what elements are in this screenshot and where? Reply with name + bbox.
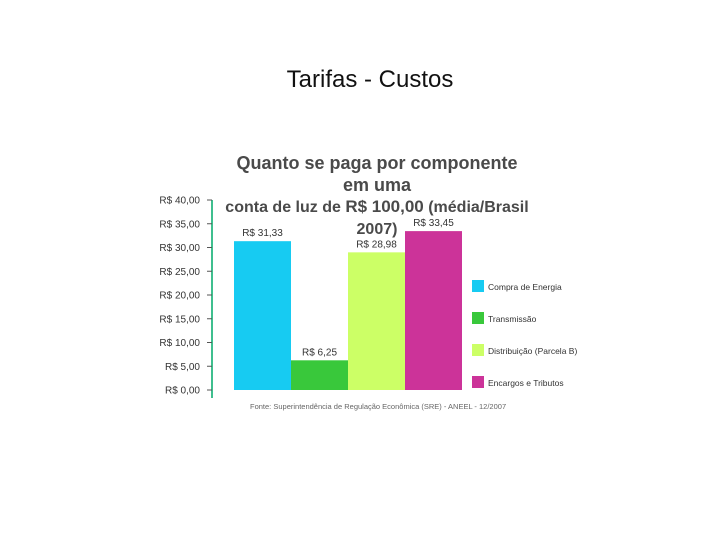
slide-title: Tarifas - Custos <box>286 66 454 93</box>
chart-title-line1: Quanto se paga por componente em uma <box>236 153 518 195</box>
bar <box>291 360 348 390</box>
data-label: R$ 28,98 <box>356 239 397 250</box>
legend-swatch <box>472 376 484 388</box>
chart-title-line2: conta de luz de R$ 100,00 (média/Brasil … <box>222 196 532 241</box>
chart-title-amount: R$ 100,00 <box>345 197 424 216</box>
chart-source: Fonte: Superintendência de Regulação Eco… <box>250 402 507 411</box>
bar <box>348 252 405 390</box>
legend-label: Transmissão <box>488 314 537 324</box>
y-tick-label: R$ 10,00 <box>159 338 200 349</box>
legend-label: Compra de Energia <box>488 282 562 292</box>
chart-title-line2-a: conta de luz de <box>225 199 346 216</box>
y-tick-label: R$ 35,00 <box>159 219 200 230</box>
legend-label: Distribuição (Parcela B) <box>488 346 577 356</box>
bar <box>405 231 462 390</box>
data-label: R$ 31,33 <box>242 228 283 239</box>
y-tick-label: R$ 0,00 <box>165 386 200 397</box>
data-label: R$ 33,45 <box>413 218 454 229</box>
chart-title-line2-c: (média/Brasil 2007) <box>356 199 529 238</box>
legend-swatch <box>472 312 484 324</box>
bar <box>234 241 291 390</box>
y-tick-label: R$ 25,00 <box>159 267 200 278</box>
chart-title: Quanto se paga por componente em uma con… <box>222 152 532 241</box>
y-tick-label: R$ 5,00 <box>165 362 200 373</box>
y-tick-label: R$ 30,00 <box>159 243 200 254</box>
legend-swatch <box>472 280 484 292</box>
y-tick-label: R$ 15,00 <box>159 314 200 325</box>
y-tick-label: R$ 40,00 <box>159 196 200 207</box>
legend-label: Encargos e Tributos <box>488 378 564 388</box>
y-tick-label: R$ 20,00 <box>159 291 200 302</box>
legend-swatch <box>472 344 484 356</box>
data-label: R$ 6,25 <box>302 347 337 358</box>
